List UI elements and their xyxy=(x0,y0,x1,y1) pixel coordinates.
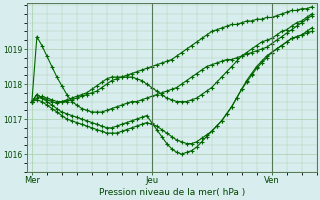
X-axis label: Pression niveau de la mer( hPa ): Pression niveau de la mer( hPa ) xyxy=(99,188,245,197)
